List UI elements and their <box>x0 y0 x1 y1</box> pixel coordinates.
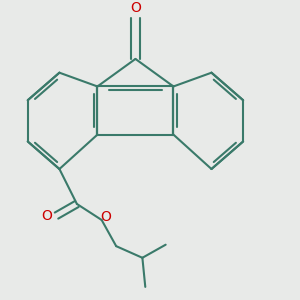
Text: O: O <box>41 208 52 223</box>
Text: O: O <box>130 1 141 15</box>
Text: O: O <box>100 210 111 224</box>
